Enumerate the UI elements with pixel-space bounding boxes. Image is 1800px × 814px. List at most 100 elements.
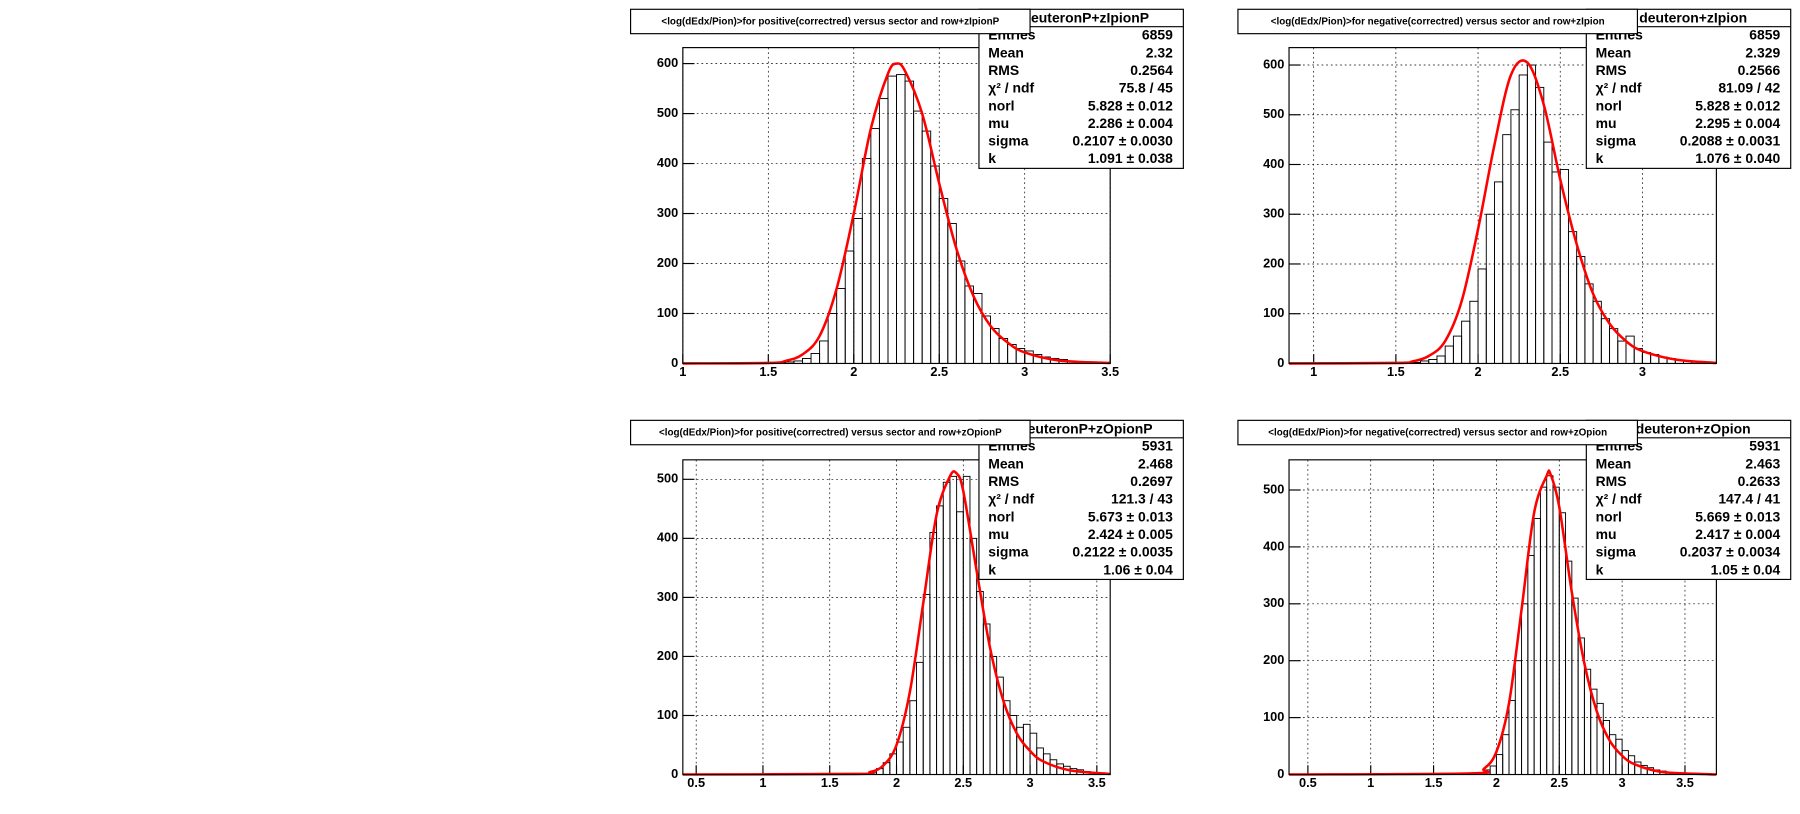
stats-value: 2.286 ± 0.004 xyxy=(1088,115,1173,131)
stats-value: 5931 xyxy=(1142,438,1173,454)
bar xyxy=(896,741,904,775)
frame xyxy=(1288,47,1717,365)
x-tick-label: 1 xyxy=(679,364,686,379)
bar xyxy=(853,218,863,364)
bar xyxy=(836,288,846,364)
stats-value: 75.8 / 45 xyxy=(1119,80,1173,96)
stats-value: 147.4 / 41 xyxy=(1718,491,1780,507)
stats-value: 5931 xyxy=(1749,438,1780,454)
bar xyxy=(1502,134,1512,364)
stats-label: χ² / ndf xyxy=(1596,491,1642,507)
stats-value: 2.468 xyxy=(1138,455,1173,471)
stats-value: 2.329 xyxy=(1745,44,1780,60)
bar xyxy=(1485,213,1495,364)
bar xyxy=(1527,554,1535,775)
bar xyxy=(1552,486,1560,775)
chart-title: <log(dEdx/Pion)>for negative(correctred)… xyxy=(1271,17,1605,28)
title-box xyxy=(1237,419,1638,446)
stats-label: sigma xyxy=(1596,544,1636,560)
stats-value: 1.05 ± 0.04 xyxy=(1711,561,1781,577)
bar xyxy=(1621,750,1629,775)
stats-value: 5.828 ± 0.012 xyxy=(1695,97,1780,113)
stats-label: k xyxy=(988,561,996,577)
fit-curve xyxy=(1289,469,1717,776)
bar xyxy=(1543,141,1553,364)
stats-value: 2.32 xyxy=(1146,44,1173,60)
stats-name: deuteron+zIpion xyxy=(1639,9,1747,25)
stats-label: χ² / ndf xyxy=(988,80,1034,96)
stats-value: 0.2107 ± 0.0030 xyxy=(1072,133,1173,149)
bar xyxy=(802,357,812,364)
bar xyxy=(1521,603,1529,775)
chart-title: <log(dEdx/Pion)>for negative(correctred)… xyxy=(1268,428,1607,439)
stats-label: RMS xyxy=(988,62,1019,78)
bar xyxy=(1535,86,1545,364)
bar xyxy=(921,130,932,364)
frame xyxy=(682,47,1111,365)
bar xyxy=(929,531,938,775)
bar xyxy=(956,511,964,775)
fit-curve xyxy=(682,62,1111,365)
stats-label: k xyxy=(988,150,996,166)
x-tick-label: 3.5 xyxy=(1676,775,1694,790)
bar xyxy=(1495,754,1504,775)
bar xyxy=(1615,738,1623,775)
stats-value: 81.09 / 42 xyxy=(1718,80,1780,96)
stats-box xyxy=(978,8,1184,169)
stats-label: k xyxy=(1596,561,1604,577)
stats-label: mu xyxy=(988,115,1009,131)
panel: 1 1.5 2 2.5 3 3.5 0 100 200 300 400 500 600 deuteronP… xyxy=(630,8,1184,379)
y-tick-label: 200 xyxy=(657,648,678,663)
y-tick-label: 300 xyxy=(657,205,678,220)
x-tick-label: 0.5 xyxy=(1299,775,1317,790)
x-tick-label: 3 xyxy=(1027,775,1034,790)
bar xyxy=(1567,231,1578,364)
y-tick-label: 500 xyxy=(657,471,678,486)
title-box xyxy=(1237,8,1638,35)
bar xyxy=(1558,512,1567,775)
bar xyxy=(1510,109,1520,364)
fit-curve xyxy=(1289,59,1717,365)
title-box xyxy=(630,419,1031,446)
y-tick-label: 0 xyxy=(1277,355,1284,370)
y-tick-label: 300 xyxy=(1263,595,1284,610)
stats-value: 1.06 ± 0.04 xyxy=(1103,561,1173,577)
stats-value: 121.3 / 43 xyxy=(1111,491,1173,507)
stats-value: 0.2037 ± 0.0034 xyxy=(1680,544,1781,560)
stats-label: Mean xyxy=(988,44,1024,60)
x-tick-label: 3 xyxy=(1619,775,1626,790)
y-tick-label: 600 xyxy=(1263,56,1284,71)
y-tick-label: 0 xyxy=(1277,766,1284,781)
y-tick-label: 400 xyxy=(1263,156,1284,171)
bar xyxy=(949,475,958,775)
x-tick-label: 1.5 xyxy=(821,775,839,790)
stats-label: RMS xyxy=(988,473,1019,489)
bar xyxy=(827,313,838,364)
stats-label: RMS xyxy=(1596,62,1627,78)
bar xyxy=(909,700,918,775)
bar xyxy=(819,340,829,364)
stats-value: 5.673 ± 0.013 xyxy=(1088,508,1173,524)
stats-label: norl xyxy=(1596,97,1622,113)
frame xyxy=(1288,459,1717,776)
x-tick-label: 1 xyxy=(759,775,766,790)
stats-label: norl xyxy=(988,97,1014,113)
y-tick-label: 100 xyxy=(1263,305,1284,320)
y-tick-label: 500 xyxy=(1263,106,1284,121)
stats-label: RMS xyxy=(1596,473,1627,489)
bar xyxy=(1546,475,1554,775)
stats-value: 0.2566 xyxy=(1738,62,1781,78)
bar xyxy=(1444,345,1454,364)
bar xyxy=(1502,734,1510,775)
bar xyxy=(844,250,855,364)
stats-value: 2.417 ± 0.004 xyxy=(1695,526,1780,542)
bar xyxy=(904,80,915,364)
x-tick-label: 2 xyxy=(893,775,900,790)
bar xyxy=(1508,700,1516,775)
bar xyxy=(1428,359,1438,364)
bar xyxy=(1518,74,1528,364)
x-tick-label: 2.5 xyxy=(954,775,972,790)
bar xyxy=(878,98,889,364)
bar xyxy=(942,481,951,775)
bar xyxy=(938,198,949,364)
